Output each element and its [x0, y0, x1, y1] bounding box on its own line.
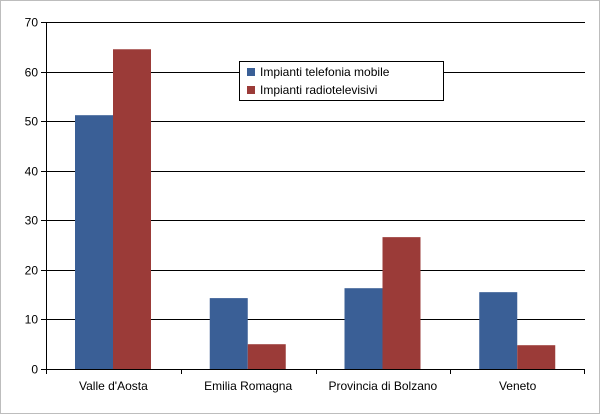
y-tick-label: 60 — [25, 66, 39, 80]
bar-telefonia-mobile — [75, 115, 113, 370]
bar-radiotelevisivi — [113, 49, 151, 370]
x-tick-label: Valle d'Aosta — [79, 379, 148, 393]
x-tick-label: Veneto — [499, 379, 537, 393]
axes — [41, 22, 585, 374]
legend-box — [239, 61, 444, 101]
legend-swatch — [247, 68, 255, 76]
y-tick-label: 50 — [25, 115, 39, 129]
bar-telefonia-mobile — [479, 292, 518, 369]
bar-telefonia-mobile — [344, 288, 383, 369]
tick-labels: 0 10 20 30 40 50 60 70 Valle d'Aosta Emilia Romag… — [25, 16, 537, 394]
y-tick-label: 30 — [25, 214, 39, 228]
y-tick-label: 20 — [25, 264, 39, 278]
y-tick-label: 0 — [31, 363, 38, 377]
legend-label: Impianti radiotelevisivi — [260, 83, 377, 97]
bar-telefonia-mobile — [209, 298, 248, 369]
x-tick-label: Emilia Romagna — [204, 379, 292, 393]
legend: Impianti telefonia mobile Impianti radiot… — [239, 61, 444, 101]
y-tick-label: 40 — [25, 165, 39, 179]
y-tick-label: 70 — [25, 16, 39, 30]
y-tick-label: 10 — [25, 313, 39, 327]
legend-label: Impianti telefonia mobile — [260, 65, 390, 79]
bar-radiotelevisivi — [247, 344, 286, 369]
legend-swatch — [247, 86, 255, 94]
bar-radiotelevisivi — [382, 237, 421, 369]
x-tick-label: Provincia di Bolzano — [329, 379, 438, 393]
bar-radiotelevisivi — [517, 345, 556, 369]
bars — [75, 49, 556, 370]
